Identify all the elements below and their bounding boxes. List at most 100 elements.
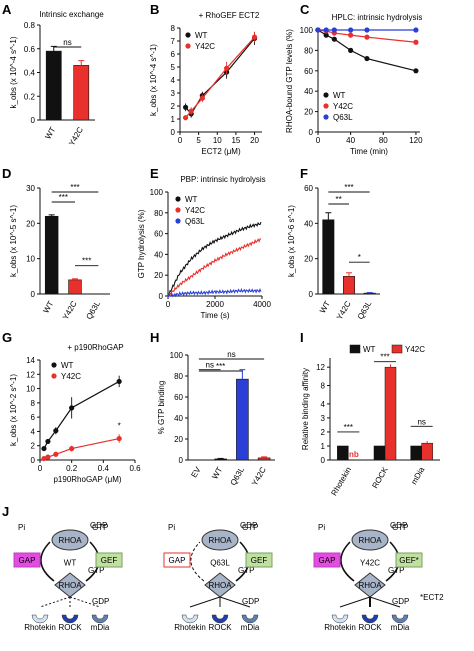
series-trace-E-WT [167,221,262,297]
category-label-I: Rhotekin [329,466,353,498]
x-tick-label-E: 2000 [206,300,224,309]
mdia-icon [391,614,409,624]
panel-label-g: G [2,330,12,345]
category-label-F: Y42C [335,299,353,321]
y-tick-label-C: 20 [304,108,313,117]
y-tick-label-C: 100 [300,26,314,35]
legend-marker-G-Y42C [51,373,57,379]
mdia-icon [91,614,109,624]
significance-F-y42c-q63l: * [358,253,361,262]
y-tick-label-G: 14 [26,356,35,365]
data-point-G-Y42C [53,451,59,457]
rhoa-gdp-node [351,529,389,551]
data-point-C-Q63L [348,27,354,33]
category-label-I: ROCK [370,465,390,490]
mdia-icon [241,614,259,624]
y-axis-label-B: k_obs (x 10^-4 s^-1) [149,44,158,116]
y-tick-label-G: 2 [31,442,36,451]
y-tick-label-B: 1 [171,115,176,124]
y-tick-label-E: 20 [154,271,163,280]
mdia-label: mDia [391,623,410,632]
rhotekin-label: Rhotekin [174,623,206,632]
mdia-label: mDia [241,623,260,632]
data-point-C-WT [413,68,419,74]
legend-label-E-Y42C: Y42C [185,206,205,215]
legend-label-C-WT: WT [333,91,346,100]
y-tick-label-E: 40 [154,250,163,259]
category-label-D: Y42C [61,299,79,321]
significance-H-ev-q63l: *** [216,362,225,371]
gef-label: GEF* [399,556,419,565]
category-label-F: Q63L [356,299,374,321]
gap-box [13,552,41,568]
data-point-G-Y42C [69,445,75,452]
rhotekin-icon [181,614,199,624]
y-axis-label-I: Relative binding affinity [301,368,310,450]
gtp-in-label: GTP [92,523,108,532]
bar-H-Q63L [236,378,249,461]
bar-H-WT [214,458,227,461]
category-label-I: mDia [409,465,426,486]
y-axis-label-E: GTP hydrolysis (%) [137,209,146,278]
title-E: PBP: intrinsic hydrolysis [180,175,265,184]
y-tick-label-I: 4 [321,400,326,409]
y-tick-label-B: 5 [171,63,176,72]
legend-marker-C-WT [323,92,329,98]
effector-arrow-mdia [369,596,401,608]
rhotekin-label: Rhotekin [324,623,356,632]
significance-I-mdia: ns [417,417,425,426]
significance-F-wt-y42c: ** [336,195,342,204]
significance-I-rhotekin: *** [344,423,353,432]
y-tick-label-G: 8 [31,399,36,408]
y-tick-label-F: 20 [304,255,313,264]
x-tick-label-G: 0 [38,464,43,473]
data-point-C-Q63L [323,27,329,33]
gtp-in-label: GTP [242,523,258,532]
data-point-C-Q63L [331,27,337,33]
data-point-C-Q63L [315,27,321,33]
y-axis-label-A: k_obs (x 10^-4 s^-1) [9,36,18,108]
rhotekin-icon [331,614,349,624]
y-tick-label-E: 0 [159,292,164,301]
data-point-C-Q63L [413,27,419,33]
y-axis-label-C: RHOA-bound GTP levels (%) [285,29,294,133]
rhoa-label: RHOA [58,536,82,545]
category-label-A: Y42C [67,125,85,147]
data-point-G-WT [53,428,59,434]
y-tick-label-F: 60 [304,184,313,193]
x-tick-label-G: 0.4 [98,464,110,473]
y-tick-label-E: 60 [154,230,163,239]
effector-arrow-mdia [219,596,251,608]
y-tick-label-A: 0.4 [24,69,36,78]
category-label-D: Q63L [84,299,102,321]
bar-I-mDia-Y42C [421,442,433,461]
rock-icon [61,614,79,624]
data-point-B-Y42C [199,95,205,101]
category-label-A: WT [43,125,57,140]
legend-label-B-Y42C: Y42C [195,42,215,51]
bar-F-Y42C [343,276,355,295]
effector-arrow-rhotekin [339,596,371,608]
gap-arrow [340,541,355,582]
y-tick-label-I: 3 [321,414,326,423]
pi-label: Pi [168,523,175,532]
significance-A-ns: ns [63,38,71,47]
gdp-out-label: GDP [392,597,409,606]
y-tick-label-C: 60 [304,67,313,76]
y-tick-label-B: 3 [171,89,176,98]
gap-arrow [40,541,55,582]
y-tick-label-I: 0 [321,456,326,465]
y-tick-label-C: 0 [309,128,314,137]
bar-I-ROCK-Y42C [384,366,397,461]
rhoa-label: RHOA [208,536,232,545]
y-tick-label-G: 10 [26,385,35,394]
gtp-in-label: GTP [392,523,408,532]
x-axis-label-C: Time (min) [350,147,388,156]
panel-label-a: A [2,2,12,17]
rock-label: ROCK [208,623,232,632]
y-tick-label-D: 20 [26,219,35,228]
data-point-G-WT [41,445,47,452]
significance-D-y42c-q63l: *** [82,257,91,266]
data-point-C-WT [348,47,354,54]
legend-swatch-I-WT [349,344,361,354]
